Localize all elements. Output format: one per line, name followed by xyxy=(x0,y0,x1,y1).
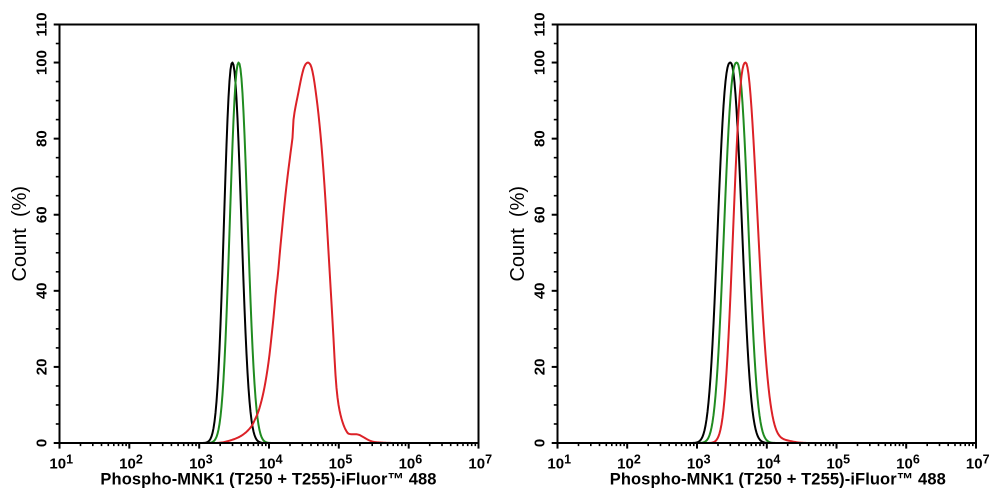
svg-text:Phospho-MNK1 (T250 + T255)-iFl: Phospho-MNK1 (T250 + T255)-iFluor™ 488 xyxy=(610,471,946,489)
svg-text:Count (%): Count (%) xyxy=(507,186,529,282)
svg-text:Count (%): Count (%) xyxy=(9,186,31,282)
svg-text:80: 80 xyxy=(33,130,50,147)
svg-text:100: 100 xyxy=(531,50,548,75)
svg-text:Phospho-MNK1 (T250 + T255)-iFl: Phospho-MNK1 (T250 + T255)-iFluor™ 488 xyxy=(100,471,436,489)
svg-text:20: 20 xyxy=(33,359,50,376)
svg-text:40: 40 xyxy=(33,282,50,299)
svg-text:80: 80 xyxy=(531,130,548,147)
svg-text:20: 20 xyxy=(531,359,548,376)
svg-text:110: 110 xyxy=(531,12,548,36)
svg-text:60: 60 xyxy=(33,206,50,223)
svg-text:100: 100 xyxy=(33,50,50,75)
svg-text:40: 40 xyxy=(531,282,548,299)
svg-text:60: 60 xyxy=(531,206,548,223)
svg-text:0: 0 xyxy=(531,439,548,447)
svg-text:0: 0 xyxy=(33,439,50,447)
svg-text:110: 110 xyxy=(33,12,50,36)
